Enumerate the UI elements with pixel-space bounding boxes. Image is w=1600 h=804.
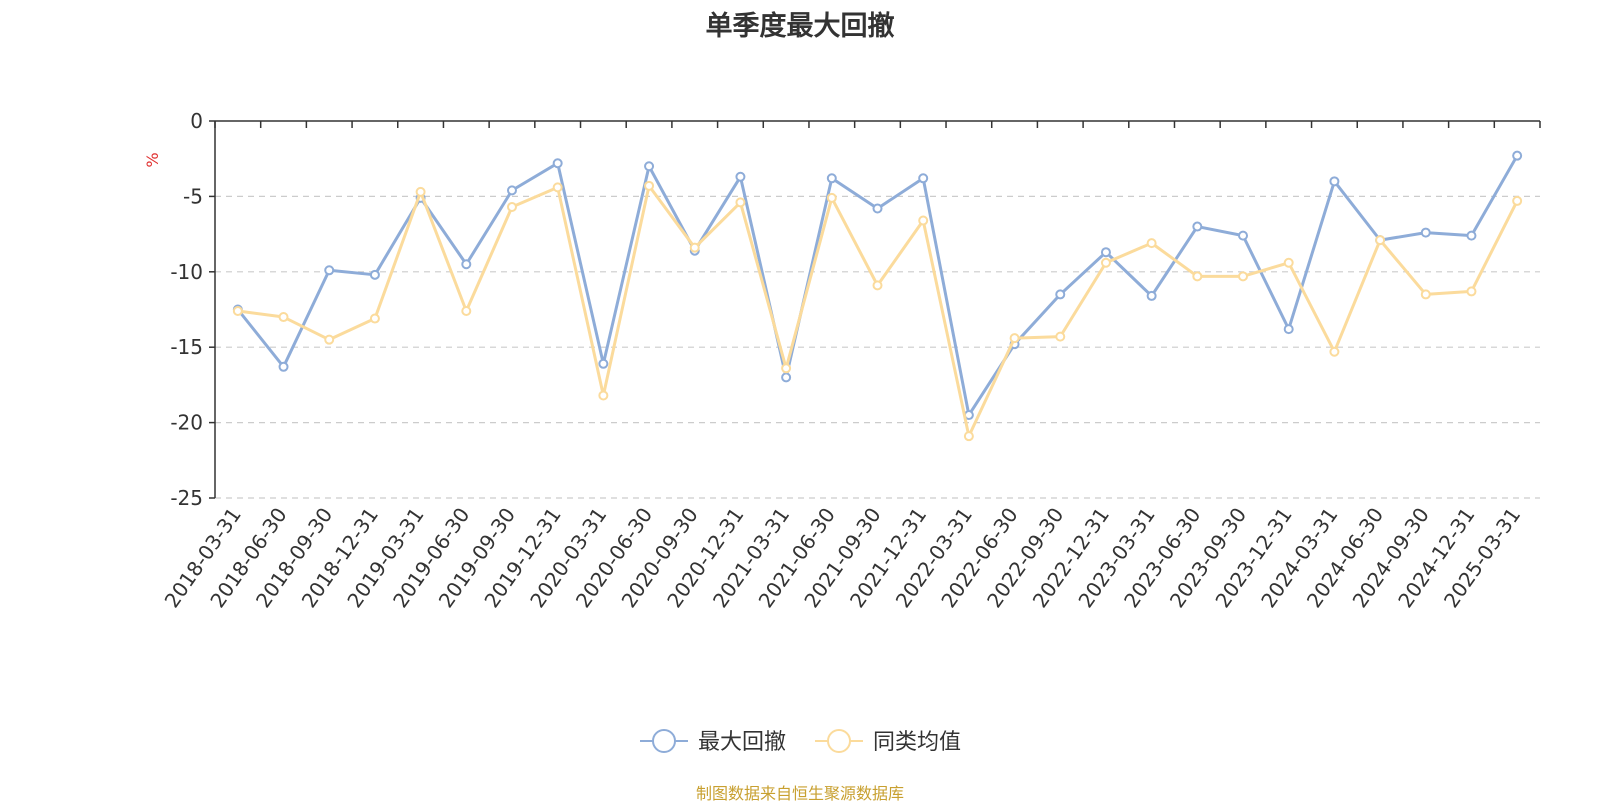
line-chart: 0 -5 -10 -15 -20 -25 2018-03-312018-06-302018…	[143, 109, 1541, 755]
data-point[interactable]	[506, 201, 517, 212]
grid-lines	[215, 195, 1540, 499]
y-tick-label: -10	[170, 260, 203, 284]
data-point[interactable]	[278, 312, 289, 323]
data-point[interactable]	[1055, 331, 1066, 342]
y-axis-label: %	[143, 152, 162, 167]
data-point[interactable]	[781, 363, 792, 374]
data-point[interactable]	[1100, 247, 1111, 258]
legend-marker-icon	[827, 729, 851, 753]
data-point[interactable]	[506, 185, 517, 196]
y-tick-label: -5	[183, 184, 203, 208]
data-point[interactable]	[1420, 289, 1431, 300]
y-tick-label: -20	[170, 411, 203, 435]
data-point[interactable]	[1146, 290, 1157, 301]
data-point[interactable]	[1238, 230, 1249, 241]
data-point[interactable]	[1238, 271, 1249, 282]
data-point[interactable]	[689, 242, 700, 253]
data-point[interactable]	[1192, 221, 1203, 232]
series-line	[237, 184, 1519, 438]
data-point[interactable]	[1329, 346, 1340, 357]
legend-item-1[interactable]: 最大回撤	[640, 729, 786, 755]
axes	[209, 120, 1541, 499]
source-note: 制图数据来自恒生聚源数据库	[695, 784, 904, 803]
data-point[interactable]	[1420, 227, 1431, 238]
data-point[interactable]	[826, 173, 837, 184]
data-point[interactable]	[1466, 230, 1477, 241]
data-point[interactable]	[644, 161, 655, 172]
data-point[interactable]	[735, 171, 746, 182]
legend-label: 最大回撤	[698, 730, 786, 755]
data-point[interactable]	[1009, 333, 1020, 344]
data-point[interactable]	[1329, 176, 1340, 187]
chart-title: 单季度最大回撤	[705, 11, 895, 42]
data-point[interactable]	[872, 203, 883, 214]
legend-label: 同类均值	[873, 730, 961, 755]
y-tick-label: -15	[170, 335, 203, 359]
legend-marker-icon	[652, 729, 676, 753]
series-group	[232, 150, 1523, 442]
data-point[interactable]	[598, 390, 609, 401]
data-point[interactable]	[1283, 324, 1294, 335]
data-point[interactable]	[918, 173, 929, 184]
data-point[interactable]	[1100, 257, 1111, 268]
data-point[interactable]	[324, 265, 335, 276]
data-point[interactable]	[644, 180, 655, 191]
data-point[interactable]	[918, 215, 929, 226]
data-point[interactable]	[552, 158, 563, 169]
data-point[interactable]	[369, 313, 380, 324]
data-point[interactable]	[826, 192, 837, 203]
legend[interactable]: 最大回撤 同类均值	[640, 729, 961, 755]
data-point[interactable]	[1192, 271, 1203, 282]
data-point[interactable]	[1512, 150, 1523, 161]
y-tick-labels: 0 -5 -10 -15 -20 -25	[170, 109, 203, 510]
data-point[interactable]	[369, 269, 380, 280]
data-point[interactable]	[1512, 195, 1523, 206]
data-point[interactable]	[1146, 238, 1157, 249]
data-point[interactable]	[461, 259, 472, 270]
data-point[interactable]	[1375, 235, 1386, 246]
data-point[interactable]	[781, 372, 792, 383]
data-point[interactable]	[598, 358, 609, 369]
data-point[interactable]	[415, 186, 426, 197]
data-point[interactable]	[461, 306, 472, 317]
data-point[interactable]	[278, 361, 289, 372]
series-2	[232, 180, 1523, 442]
y-tick-label: 0	[190, 109, 203, 133]
data-point[interactable]	[232, 306, 243, 317]
data-point[interactable]	[735, 197, 746, 208]
data-point[interactable]	[1055, 289, 1066, 300]
y-tick-label: -25	[170, 486, 203, 510]
x-tick-labels: 2018-03-312018-06-302018-09-302018-12-31…	[160, 503, 1526, 612]
data-point[interactable]	[1283, 257, 1294, 268]
data-point[interactable]	[872, 280, 883, 291]
data-point[interactable]	[1466, 286, 1477, 297]
data-point[interactable]	[324, 334, 335, 345]
legend-item-2[interactable]: 同类均值	[815, 729, 961, 755]
data-point[interactable]	[552, 182, 563, 193]
data-point[interactable]	[963, 431, 974, 442]
